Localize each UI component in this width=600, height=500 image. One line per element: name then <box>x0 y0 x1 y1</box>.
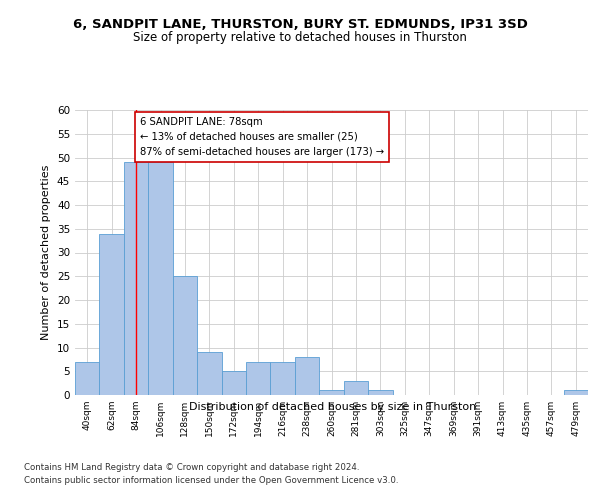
Bar <box>75 362 100 395</box>
Text: Size of property relative to detached houses in Thurston: Size of property relative to detached ho… <box>133 32 467 44</box>
Text: Distribution of detached houses by size in Thurston: Distribution of detached houses by size … <box>190 402 476 412</box>
Text: 6 SANDPIT LANE: 78sqm
← 13% of detached houses are smaller (25)
87% of semi-deta: 6 SANDPIT LANE: 78sqm ← 13% of detached … <box>140 117 384 156</box>
Text: Contains HM Land Registry data © Crown copyright and database right 2024.: Contains HM Land Registry data © Crown c… <box>24 462 359 471</box>
Bar <box>246 362 271 395</box>
Bar <box>344 381 368 395</box>
Text: Contains public sector information licensed under the Open Government Licence v3: Contains public sector information licen… <box>24 476 398 485</box>
Text: 6, SANDPIT LANE, THURSTON, BURY ST. EDMUNDS, IP31 3SD: 6, SANDPIT LANE, THURSTON, BURY ST. EDMU… <box>73 18 527 30</box>
Bar <box>221 371 246 395</box>
Bar <box>100 234 124 395</box>
Bar <box>271 362 295 395</box>
Bar <box>319 390 344 395</box>
Bar <box>148 162 173 395</box>
Bar <box>173 276 197 395</box>
Bar <box>197 352 221 395</box>
Bar <box>368 390 392 395</box>
Y-axis label: Number of detached properties: Number of detached properties <box>41 165 52 340</box>
Bar <box>124 162 148 395</box>
Bar <box>563 390 588 395</box>
Bar <box>295 357 319 395</box>
